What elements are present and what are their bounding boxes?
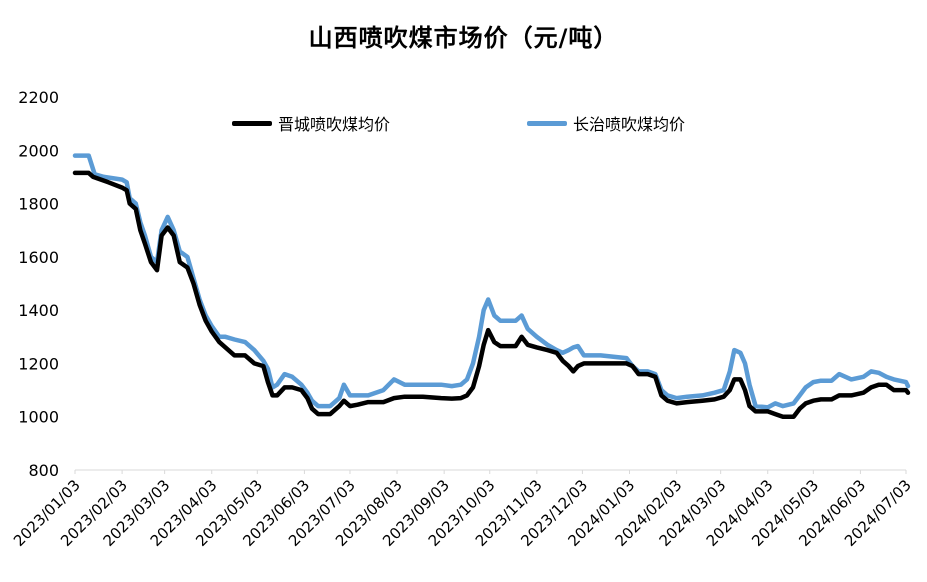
legend-item-jincheng: 晋城喷吹煤均价 (232, 112, 390, 134)
legend-label-jincheng: 晋城喷吹煤均价 (278, 115, 391, 134)
y-tick-label: 1400 (18, 301, 59, 320)
chart-title: 山西喷吹煤市场价（元/吨） (308, 24, 619, 52)
y-tick-label: 2000 (18, 141, 59, 160)
series-line-jincheng (72, 170, 911, 419)
y-tick-label: 1200 (18, 354, 59, 373)
legend-swatch-changzhi (527, 120, 567, 126)
legend-swatch-jincheng (232, 120, 272, 126)
legend-item-changzhi: 长治喷吹煤均价 (527, 112, 685, 134)
y-tick-label: 1800 (18, 195, 59, 214)
y-tick-label: 2200 (18, 88, 59, 107)
series-line-changzhi (72, 153, 911, 410)
y-tick-label: 800 (28, 461, 59, 480)
y-tick-label: 1000 (18, 408, 59, 427)
y-tick-label: 1600 (18, 248, 59, 267)
legend-label-changzhi: 长治喷吹煤均价 (573, 115, 686, 134)
